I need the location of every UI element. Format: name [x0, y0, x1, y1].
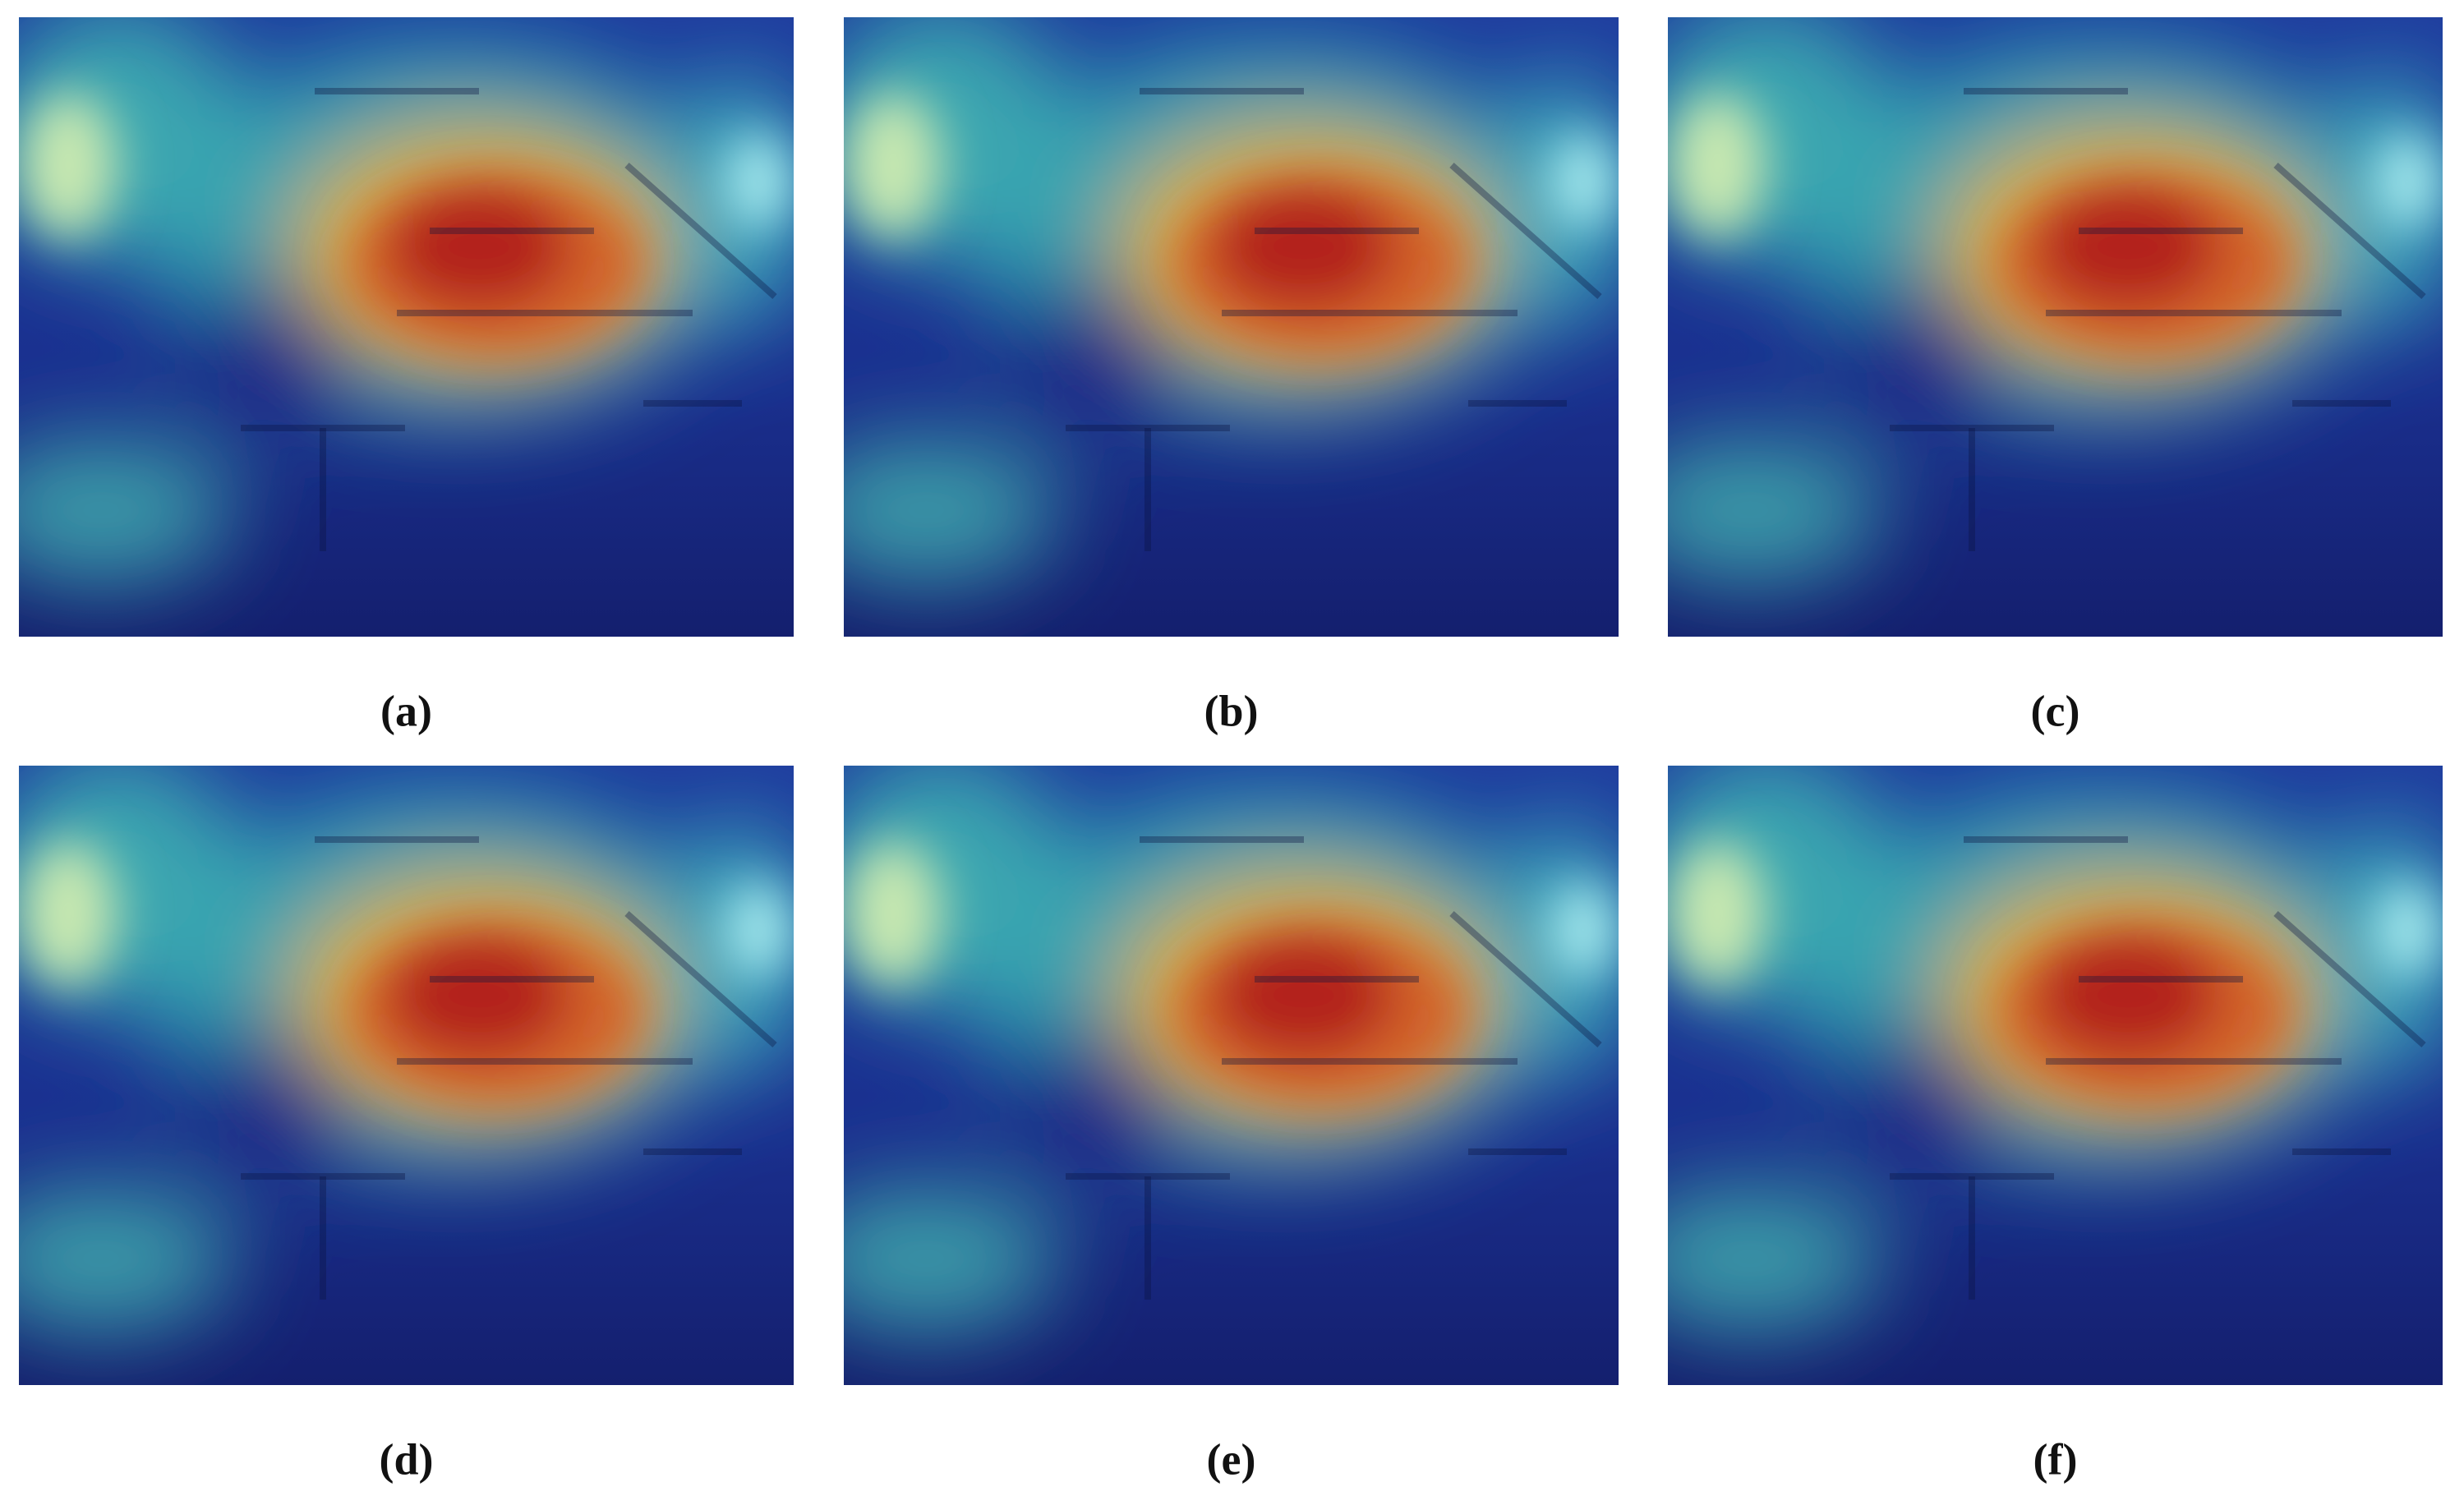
panel-caption: (c)	[2031, 686, 2080, 735]
heatmap-image	[1619, 749, 2464, 1385]
panel-caption: (a)	[380, 686, 432, 735]
heatmap-image	[794, 1, 1641, 637]
heatmap-image	[0, 1, 816, 637]
heatmap-image	[1619, 1, 2464, 637]
heatmap-image	[794, 749, 1641, 1385]
panel-caption: (f)	[2033, 1434, 2078, 1484]
panel-caption: (e)	[1207, 1434, 1256, 1484]
panel-caption: (b)	[1204, 686, 1259, 735]
heatmap-image	[0, 749, 816, 1385]
panel-caption: (d)	[380, 1434, 434, 1484]
